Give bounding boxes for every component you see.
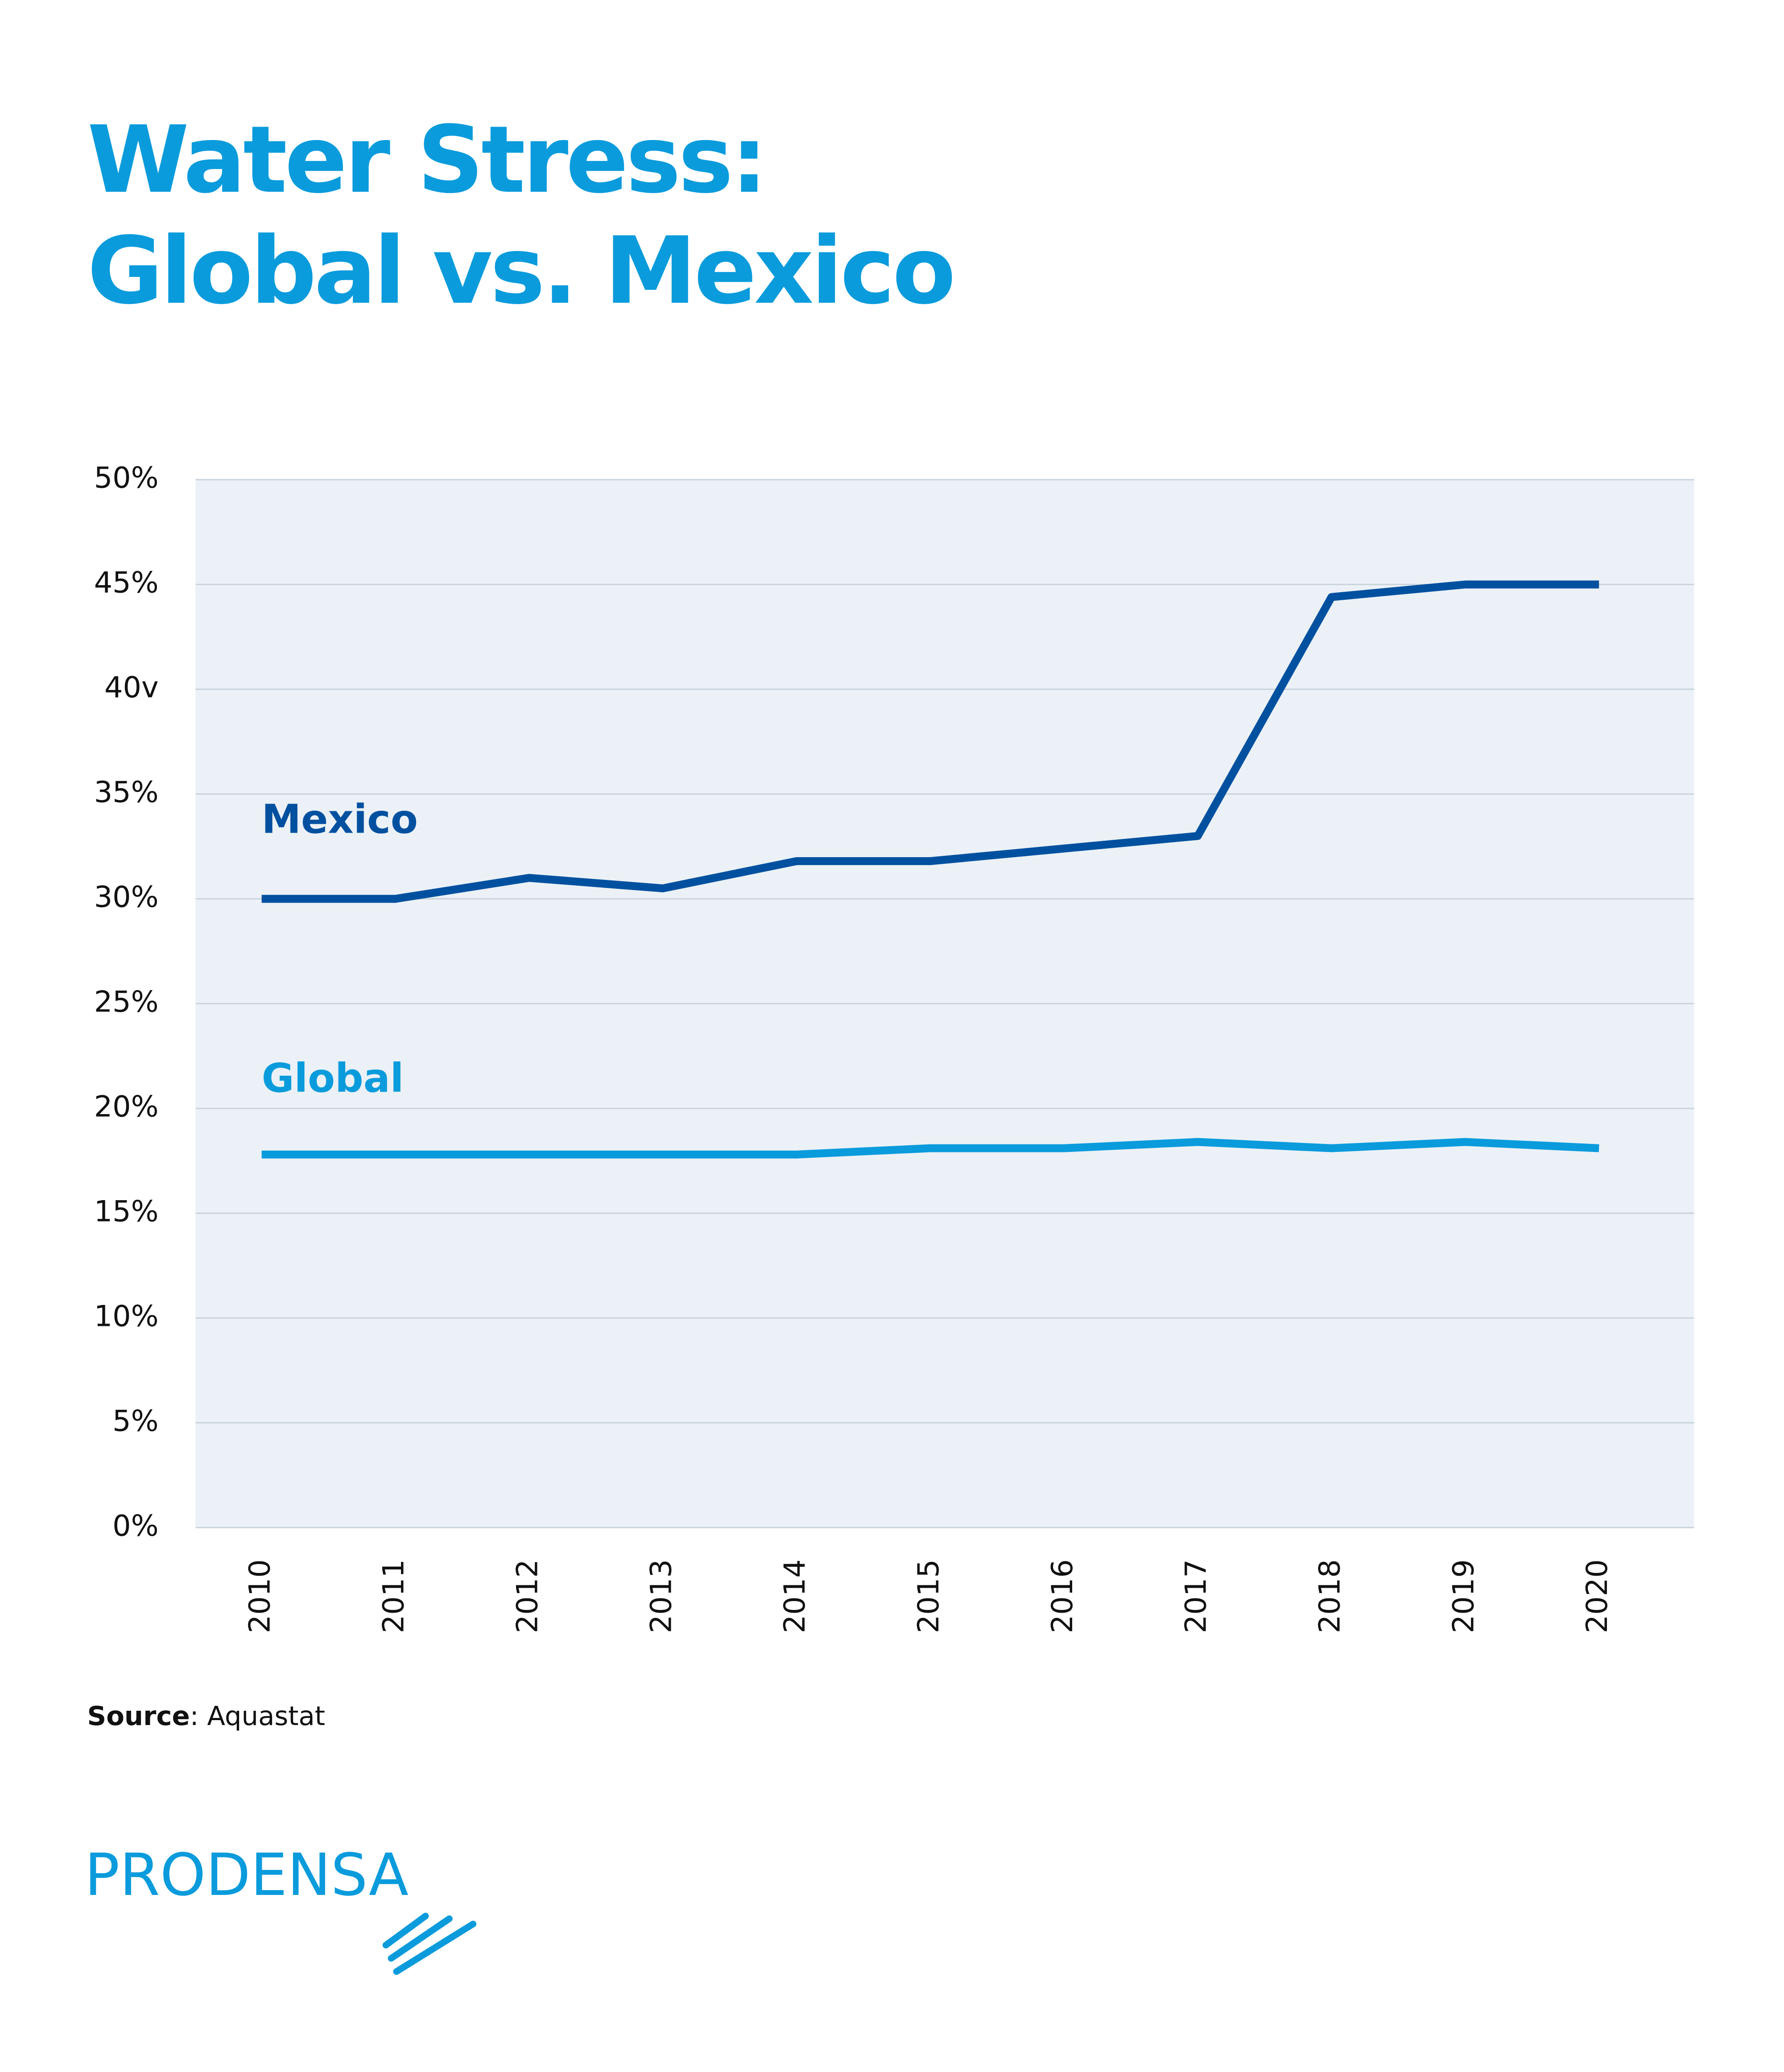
x-tick-label: 2020: [1580, 1559, 1614, 1633]
line: [261, 1138, 1599, 1159]
y-tick-label: 20%: [94, 1090, 159, 1123]
logo: PRODENSA: [85, 1841, 409, 1909]
x-tick-label: 2012: [510, 1559, 544, 1633]
series-label: Mexico: [262, 796, 418, 842]
y-tick-label: 15%: [94, 1194, 159, 1228]
x-tick-label: 2019: [1446, 1559, 1480, 1633]
x-tick-label: 2018: [1313, 1559, 1347, 1633]
x-tick-label: 2015: [912, 1559, 946, 1633]
y-tick-label: 5%: [112, 1404, 158, 1438]
chart-title: Water Stress:: [87, 106, 765, 214]
x-tick-label: 2010: [243, 1559, 277, 1633]
y-tick-label: 40v: [104, 671, 159, 705]
line: [261, 580, 1599, 903]
x-tick-label: 2016: [1045, 1559, 1079, 1633]
y-tick-label: 45%: [94, 566, 159, 600]
y-tick-label: 0%: [112, 1509, 158, 1543]
source: Source: Aquastat: [87, 1701, 326, 1731]
y-tick-label: 50%: [94, 461, 159, 495]
x-tick-label: 2011: [377, 1559, 411, 1633]
x-tick-label: 2017: [1179, 1559, 1213, 1633]
series-label: Global: [262, 1055, 404, 1101]
y-tick-label: 35%: [94, 776, 159, 809]
x-tick-label: 2013: [644, 1559, 678, 1633]
source-label: Source: [87, 1701, 190, 1731]
chart-title: Global vs. Mexico: [87, 217, 954, 325]
y-tick-label: 10%: [94, 1299, 159, 1333]
x-tick-label: 2014: [778, 1559, 812, 1633]
y-tick-label: 25%: [94, 985, 159, 1019]
source-text: : Aquastat: [190, 1701, 325, 1731]
y-tick-label: 30%: [94, 880, 159, 914]
logo-stripes: [382, 1912, 477, 1975]
